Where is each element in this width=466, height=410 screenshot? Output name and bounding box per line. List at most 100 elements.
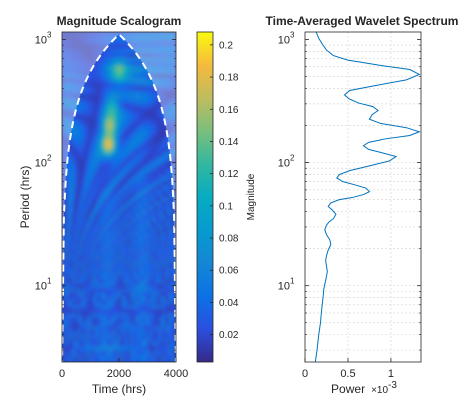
heatmap-cell	[146, 291, 150, 297]
heatmap-cell	[164, 234, 167, 239]
heatmap-cell	[136, 155, 140, 161]
heatmap-cell	[115, 48, 118, 54]
heatmap-cell	[107, 308, 110, 314]
heatmap-cell	[95, 48, 98, 54]
heatmap-cell	[107, 188, 110, 194]
heatmap-cell	[132, 300, 136, 305]
heatmap-cell	[65, 324, 69, 330]
heatmap-cell	[142, 283, 146, 289]
heatmap-cell	[164, 312, 167, 318]
heatmap-cell	[156, 81, 159, 87]
heatmap-cell	[174, 81, 176, 87]
heatmap-cell	[156, 118, 159, 124]
heatmap-cell	[158, 201, 161, 206]
heatmap-cell	[130, 250, 134, 256]
heatmap-cell	[148, 329, 152, 334]
heatmap-cell	[67, 65, 71, 70]
heatmap-cell	[67, 345, 71, 351]
heatmap-cell	[146, 287, 150, 293]
heatmap-cell	[75, 73, 79, 78]
heatmap-cell	[103, 242, 106, 248]
heatmap-cell	[67, 230, 71, 235]
heatmap-cell	[113, 32, 116, 37]
heatmap-cell	[71, 106, 75, 111]
heatmap-cell	[75, 93, 79, 99]
heatmap-cell	[97, 308, 100, 314]
heatmap-cell	[77, 192, 81, 198]
heatmap-cell	[103, 316, 106, 322]
heatmap-cell	[77, 267, 81, 272]
heatmap-cell	[144, 221, 148, 227]
heatmap-cell	[105, 60, 108, 66]
heatmap-cell	[115, 139, 118, 144]
heatmap-cell	[77, 159, 81, 165]
heatmap-cell	[126, 254, 130, 260]
heatmap-cell	[65, 40, 69, 45]
heatmap-cell	[73, 312, 77, 318]
heatmap-cell	[101, 122, 104, 128]
heatmap-cell	[126, 110, 130, 116]
heatmap-cell	[126, 118, 130, 124]
heatmap-cell	[115, 357, 118, 362]
heatmap-cell	[120, 230, 124, 235]
heatmap-cell	[79, 230, 83, 235]
heatmap-cell	[124, 192, 128, 198]
heatmap-cell	[105, 304, 108, 309]
heatmap-cell	[65, 98, 69, 103]
heatmap-cell	[87, 159, 91, 165]
heatmap-cell	[146, 357, 150, 362]
heatmap-cell	[146, 184, 150, 190]
heatmap-cell	[142, 296, 146, 301]
heatmap-cell	[113, 349, 116, 355]
heatmap-cell	[170, 69, 173, 74]
heatmap-cell	[136, 135, 140, 140]
heatmap-cell	[142, 312, 146, 318]
heatmap-cell	[117, 308, 120, 314]
heatmap-cell	[160, 324, 163, 330]
heatmap-cell	[87, 135, 91, 140]
heatmap-cell	[99, 135, 102, 140]
heatmap-cell	[126, 205, 130, 210]
heatmap-cell	[117, 209, 120, 215]
heatmap-cell	[120, 139, 124, 144]
heatmap-cell	[105, 102, 108, 107]
heatmap-cell	[115, 77, 118, 83]
heatmap-cell	[71, 357, 75, 362]
heatmap-cell	[156, 258, 159, 264]
heatmap-cell	[166, 209, 169, 215]
heatmap-cell	[164, 238, 167, 243]
heatmap-cell	[83, 176, 87, 182]
heatmap-cell	[99, 93, 102, 99]
heatmap-cell	[99, 300, 102, 305]
heatmap-cell	[91, 48, 95, 54]
heatmap-cell	[132, 333, 136, 338]
heatmap-cell	[63, 242, 67, 248]
heatmap-cell	[166, 155, 169, 161]
heatmap-cell	[162, 73, 165, 78]
heatmap-cell	[113, 304, 116, 309]
heatmap-cell	[138, 279, 142, 285]
heatmap-cell	[81, 230, 85, 235]
heatmap-cell	[75, 126, 79, 132]
heatmap-cell	[132, 324, 136, 330]
heatmap-cell	[105, 155, 108, 161]
heatmap-cell	[172, 275, 175, 281]
heatmap-cell	[67, 48, 71, 54]
heatmap-cell	[97, 353, 100, 359]
heatmap-cell	[81, 110, 85, 116]
heatmap-cell	[75, 176, 79, 182]
heatmap-cell	[120, 357, 124, 362]
heatmap-cell	[146, 81, 150, 87]
heatmap-cell	[166, 345, 169, 351]
heatmap-cell	[67, 296, 71, 301]
heatmap-cell	[77, 238, 81, 243]
heatmap-cell	[109, 176, 112, 182]
heatmap-cell	[136, 320, 140, 326]
heatmap-cell	[103, 300, 106, 305]
heatmap-cell	[138, 225, 142, 231]
heatmap-cell	[91, 159, 95, 165]
heatmap-cell	[85, 122, 89, 128]
heatmap-cell	[79, 242, 83, 248]
heatmap-cell	[91, 296, 95, 301]
heatmap-cell	[73, 65, 77, 70]
